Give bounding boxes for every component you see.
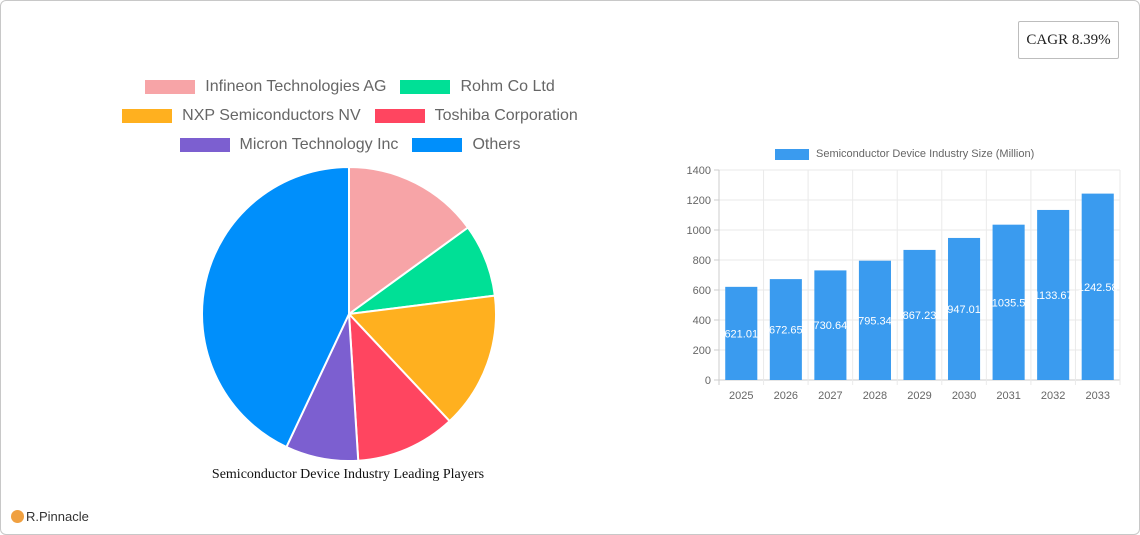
bar[interactable] [1037, 209, 1070, 380]
legend-label: NXP Semiconductors NV [182, 106, 361, 124]
legend-label: Rohm Co Ltd [460, 77, 555, 95]
x-tick-label: 2031 [996, 390, 1020, 402]
pinnacle-logo-icon [11, 510, 24, 523]
x-tick-label: 2026 [774, 390, 798, 402]
y-tick-label: 200 [693, 345, 711, 357]
legend-row: NXP Semiconductors NV Toshiba Corporation [100, 101, 600, 130]
legend-swatch [374, 108, 425, 123]
legend-item[interactable]: Others [412, 136, 520, 154]
bar-value-label: 947.01 [947, 304, 981, 316]
legend-item[interactable]: Infineon Technologies AG [145, 78, 386, 96]
x-tick-label: 2028 [863, 390, 887, 402]
legend-swatch [400, 79, 451, 94]
brand-logo: R.Pinnacle [11, 509, 89, 524]
bar-value-label: 795.34 [858, 315, 892, 327]
bar[interactable] [769, 279, 802, 380]
bar-value-label: 1035.5 [992, 297, 1026, 309]
bar-value-label: 867.23 [903, 310, 937, 322]
pie-slice[interactable] [201, 165, 350, 449]
bar[interactable] [948, 237, 981, 380]
legend-item[interactable]: NXP Semiconductors NV [122, 106, 361, 125]
y-tick-label: 400 [693, 315, 711, 327]
x-tick-label: 2027 [818, 390, 842, 402]
legend-item[interactable]: Rohm Co Ltd [400, 77, 555, 96]
y-tick-label: 1200 [687, 195, 711, 207]
bar[interactable] [858, 260, 891, 380]
pie-chart [201, 165, 497, 462]
y-tick-label: 1400 [687, 165, 711, 177]
bar-value-label: 1242.58 [1078, 282, 1118, 294]
legend-label: Infineon Technologies AG [205, 77, 387, 95]
legend-item[interactable]: Micron Technology Inc [179, 135, 399, 154]
brand-name: R.Pinnacle [26, 509, 89, 524]
legend-row: Micron Technology Inc Others [100, 130, 600, 159]
bar[interactable] [903, 249, 936, 380]
y-tick-label: 0 [705, 375, 711, 387]
legend-label: Others [472, 135, 521, 153]
x-tick-label: 2032 [1041, 390, 1065, 402]
bar[interactable] [992, 224, 1025, 380]
y-tick-label: 1000 [687, 225, 711, 237]
x-tick-label: 2030 [952, 390, 976, 402]
legend-row: Infineon Technologies AG Rohm Co Ltd [100, 72, 600, 101]
bar-value-label: 621.01 [724, 328, 758, 340]
bar-chart-legend[interactable]: Semiconductor Device Industry Size (Mill… [775, 148, 1034, 160]
x-tick-label: 2025 [729, 390, 753, 402]
bar[interactable] [1081, 193, 1114, 380]
legend-label: Micron Technology Inc [239, 135, 399, 153]
bar-value-label: 1133.67 [1034, 290, 1073, 302]
pie-slice[interactable] [346, 294, 497, 423]
cagr-badge: CAGR 8.39% [1018, 21, 1119, 59]
pie-slice[interactable] [348, 165, 470, 316]
legend-swatch [145, 79, 196, 94]
y-tick-label: 800 [693, 255, 711, 267]
bar-value-label: 672.65 [769, 325, 803, 337]
legend-label: Toshiba Corporation [434, 106, 578, 124]
legend-item[interactable]: Toshiba Corporation [374, 106, 578, 125]
legend-swatch [122, 108, 173, 123]
legend-swatch [412, 137, 463, 152]
y-tick-label: 600 [693, 285, 711, 297]
pie-slice[interactable] [347, 311, 452, 462]
x-tick-label: 2029 [907, 390, 931, 402]
bar-value-label: 730.64 [814, 320, 848, 332]
pie-chart-title: Semiconductor Device Industry Leading Pl… [211, 467, 485, 482]
x-tick-label: 2033 [1085, 390, 1109, 402]
bar[interactable] [814, 270, 847, 380]
cagr-label: CAGR 8.39% [1026, 31, 1111, 48]
legend-swatch [179, 137, 230, 152]
bar-legend-label: Semiconductor Device Industry Size (Mill… [816, 148, 1035, 160]
pie-legend: Infineon Technologies AG Rohm Co Ltd NXP S… [100, 72, 600, 159]
bar-legend-swatch [775, 148, 809, 160]
bar[interactable] [725, 286, 758, 380]
